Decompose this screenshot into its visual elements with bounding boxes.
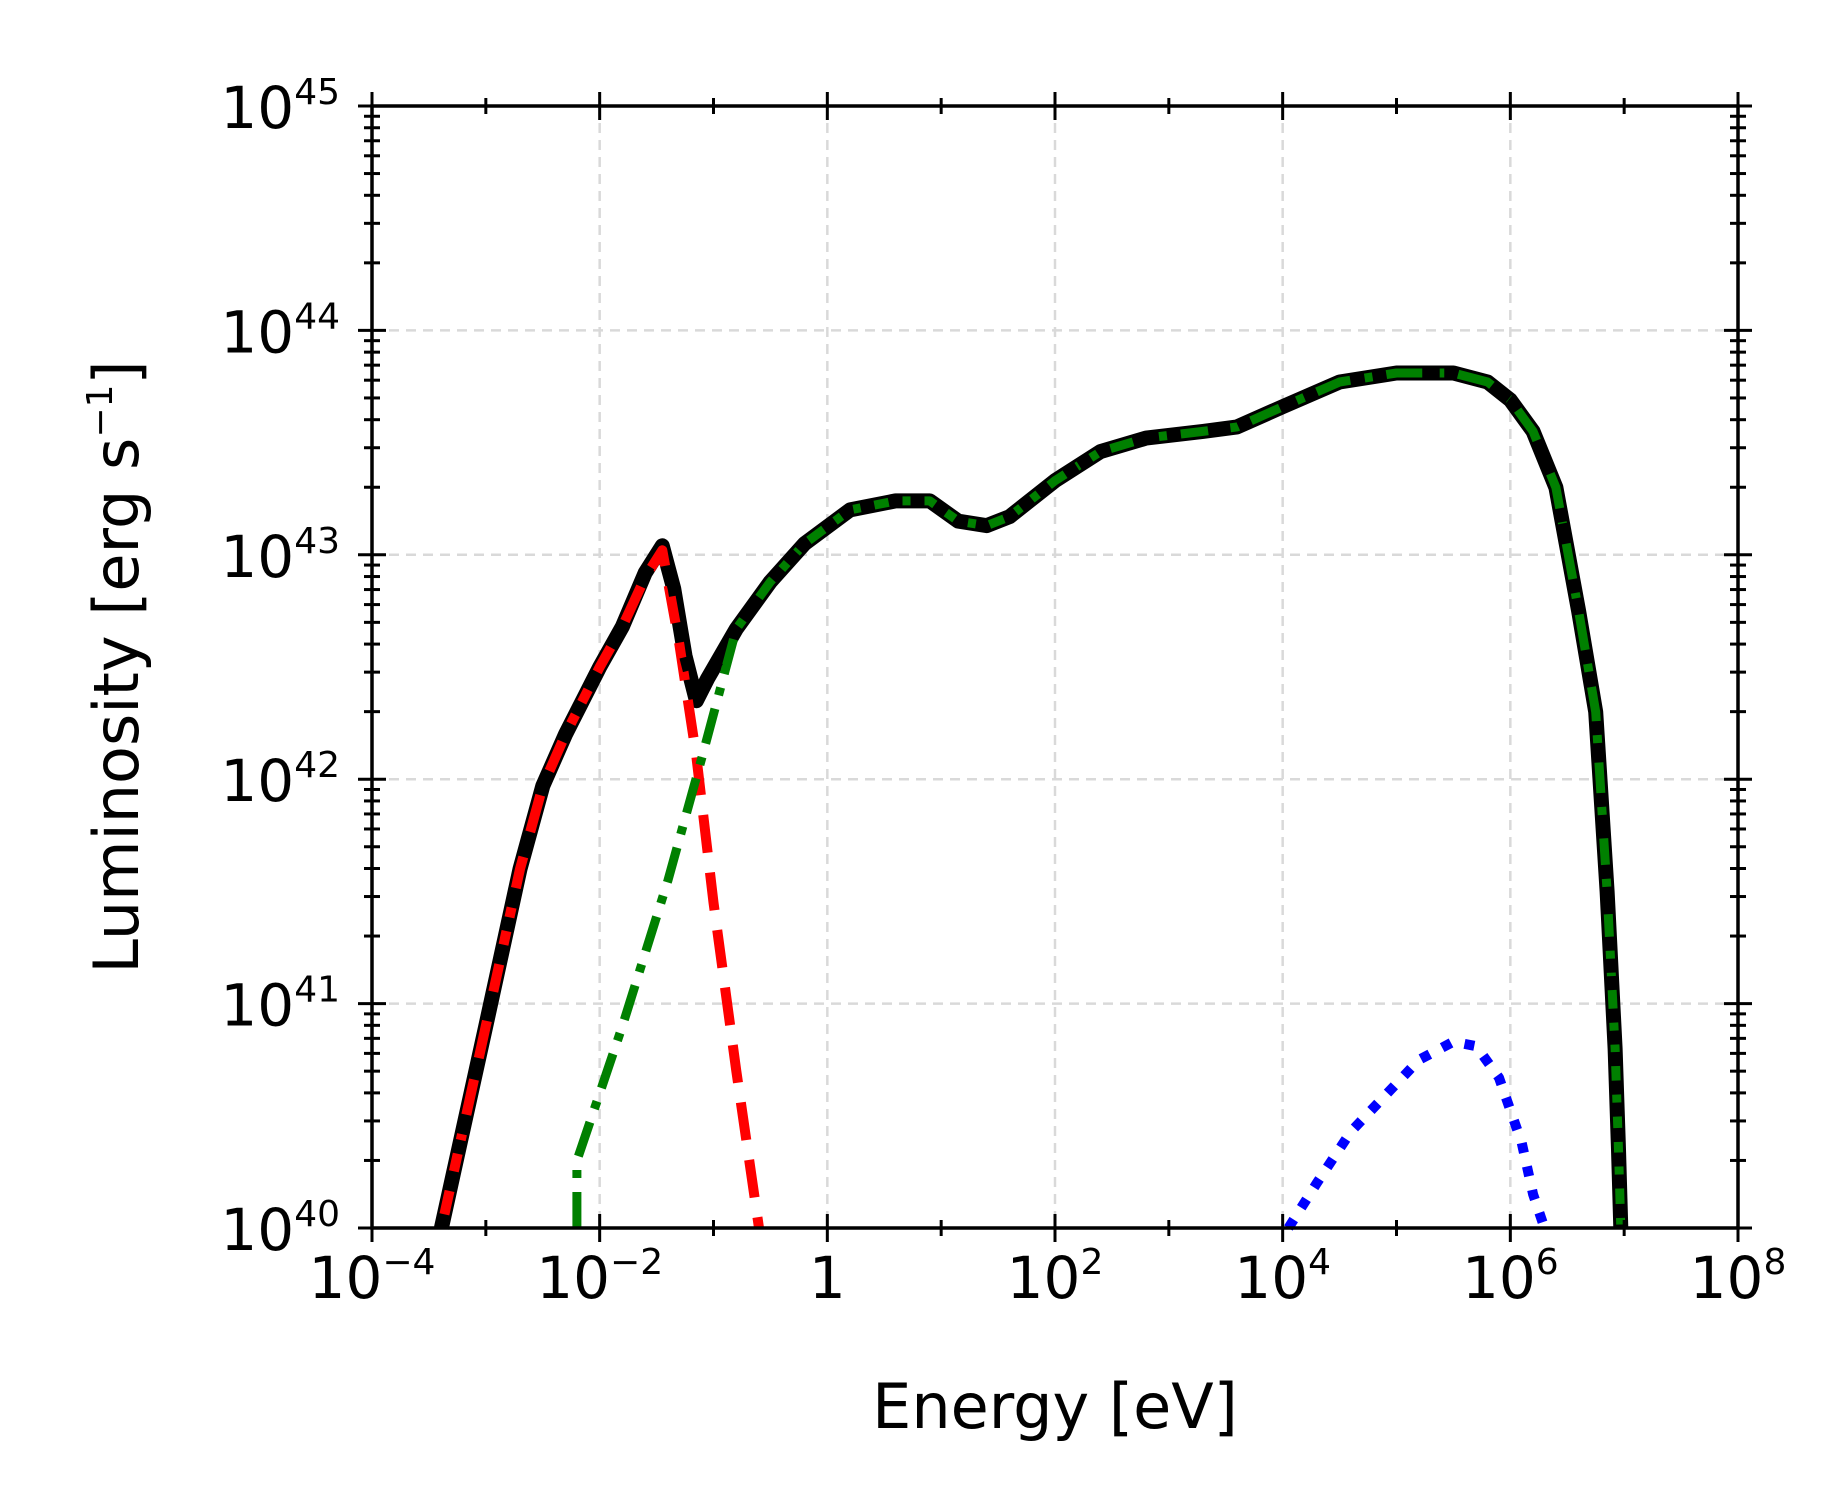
x-tick-label: 108 — [1690, 1242, 1787, 1312]
y-tick-label-exp: 44 — [294, 296, 340, 337]
y-tick-label: 1041 — [220, 970, 340, 1040]
y-axis-title: Luminosity [erg s−1] — [80, 360, 153, 973]
series-component-blue — [1284, 1036, 1550, 1231]
series-component-green — [572, 368, 1626, 1229]
y-tick-label-exp: 42 — [294, 745, 340, 786]
grid — [372, 106, 1738, 1228]
y-tick-label: 1043 — [220, 521, 340, 591]
y-tick-label-base: 10 — [220, 1196, 294, 1264]
x-tick-label-exp: −4 — [382, 1242, 435, 1283]
x-tick-label-exp: 2 — [1080, 1242, 1103, 1283]
x-tick-label-base: 1 — [809, 1244, 846, 1312]
x-tick-label-base: 10 — [1234, 1244, 1308, 1312]
x-tick-label-base: 10 — [1462, 1244, 1536, 1312]
y-tick-label-exp: 40 — [294, 1194, 340, 1235]
y-axis-title-superscript: −1 — [80, 385, 121, 438]
x-tick-label: 104 — [1234, 1242, 1331, 1312]
x-tick-label-exp: −2 — [610, 1242, 663, 1283]
major-ticks — [358, 92, 1752, 1242]
x-tick-label: 102 — [1007, 1242, 1104, 1312]
y-tick-label: 1042 — [220, 745, 340, 815]
series-layer — [434, 365, 1629, 1231]
x-tick-label-base: 10 — [309, 1244, 383, 1312]
x-axis-title: Energy [eV] — [872, 1370, 1238, 1443]
x-tick-label-base: 10 — [1007, 1244, 1081, 1312]
y-tick-label: 1044 — [220, 296, 340, 366]
x-tick-label-exp: 6 — [1536, 1242, 1559, 1283]
y-tick-label: 1040 — [220, 1194, 340, 1264]
x-tick-label: 10−4 — [309, 1242, 436, 1312]
x-tick-label-exp: 8 — [1763, 1242, 1786, 1283]
minor-ticks — [364, 98, 1746, 1236]
x-tick-label-base: 10 — [1690, 1244, 1764, 1312]
y-axis-title-main: Luminosity [erg s — [80, 438, 153, 974]
y-tick-label-base: 10 — [220, 747, 294, 815]
x-tick-label-exp: 4 — [1308, 1242, 1331, 1283]
y-tick-label-exp: 43 — [294, 521, 340, 562]
y-tick-label-base: 10 — [220, 298, 294, 366]
x-tick-label: 10−2 — [536, 1242, 663, 1312]
x-tick-labels: 10−4 10−2 1 102 104 106 108 — [309, 1242, 1787, 1312]
y-tick-label-base: 10 — [220, 74, 294, 142]
y-tick-label: 1045 — [220, 72, 340, 142]
x-tick-label: 1 — [809, 1244, 846, 1312]
series-total — [434, 365, 1629, 1230]
x-tick-label-base: 10 — [536, 1244, 610, 1312]
y-tick-label-exp: 45 — [294, 72, 340, 113]
y-tick-label-base: 10 — [220, 523, 294, 591]
x-tick-label: 106 — [1462, 1242, 1559, 1312]
y-tick-label-base: 10 — [220, 972, 294, 1040]
y-tick-label-exp: 41 — [294, 970, 340, 1011]
y-axis-title-close: ] — [80, 360, 153, 384]
